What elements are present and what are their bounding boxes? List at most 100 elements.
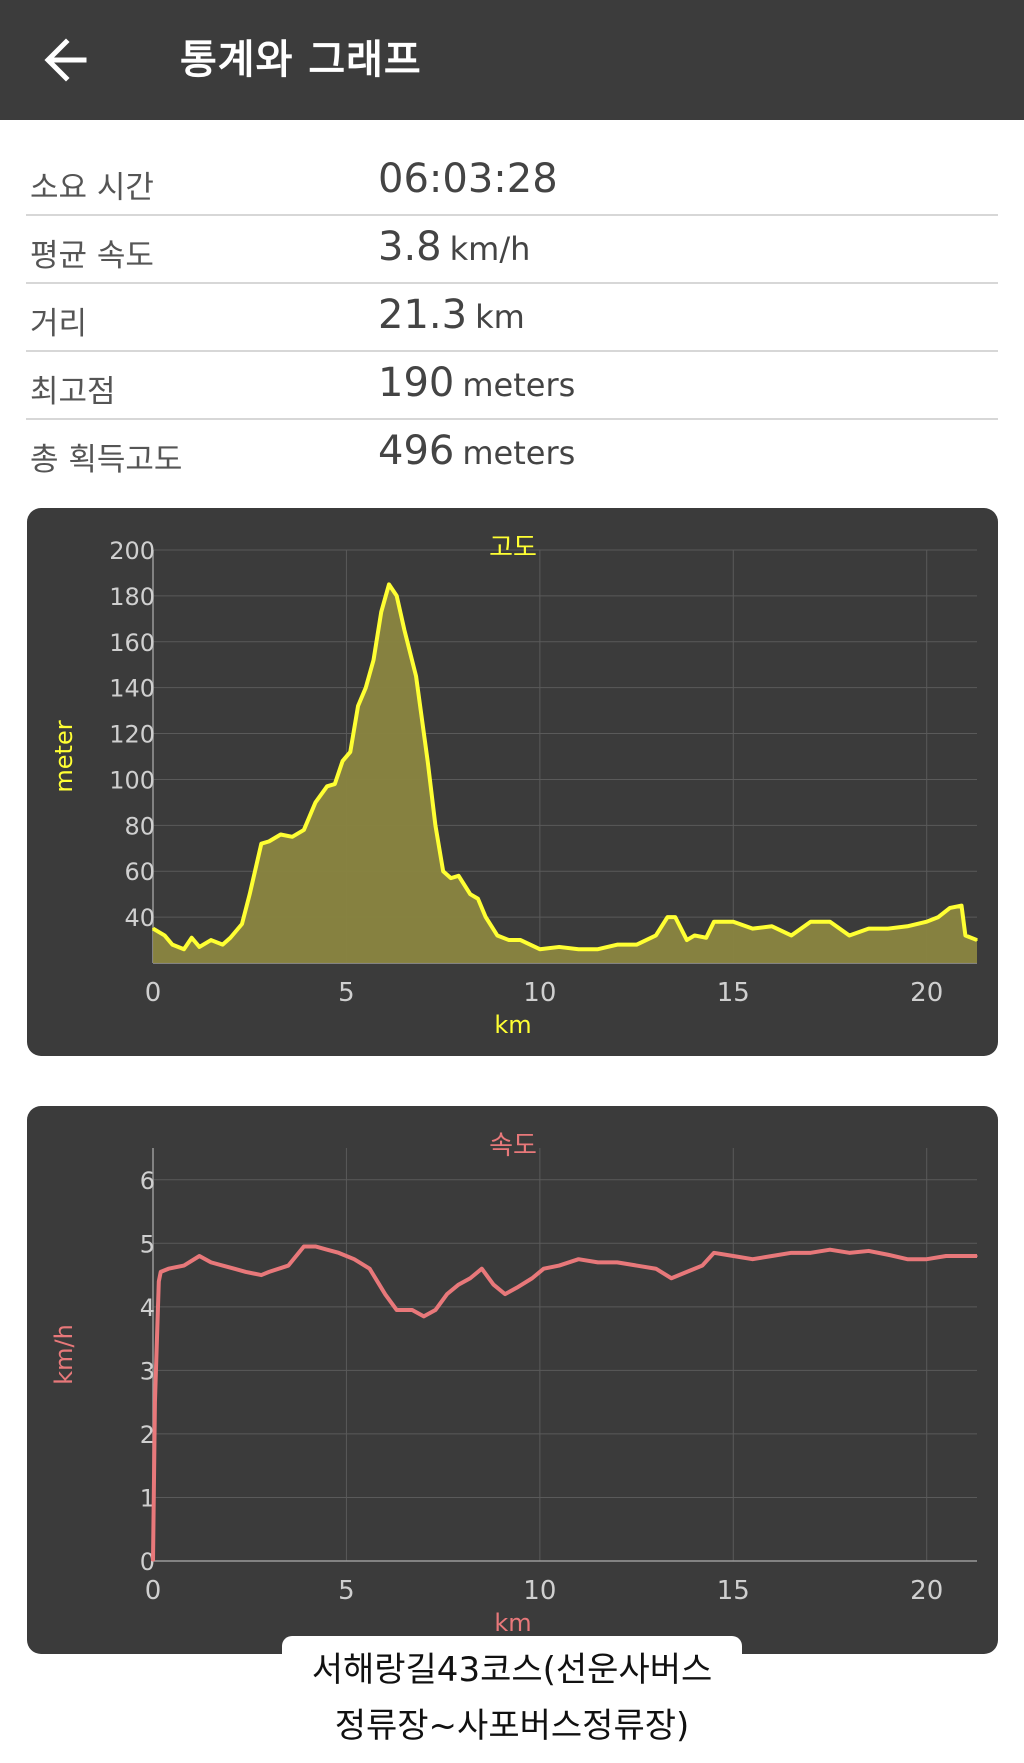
data-point xyxy=(809,920,812,923)
data-point xyxy=(542,1267,545,1270)
data-point xyxy=(233,1267,236,1270)
stat-label: 총 획득고도 xyxy=(30,442,183,478)
data-point xyxy=(291,836,294,838)
data-point xyxy=(415,675,417,677)
x-axis-label: km xyxy=(494,1011,531,1039)
data-point xyxy=(481,1267,483,1270)
elevation-chart: 0 5 10 15 20 40 60 80 100 120 140 160 180 200 고도 km mete… xyxy=(50,533,978,1039)
data-point xyxy=(477,897,479,900)
data-point xyxy=(210,1261,212,1264)
data-point xyxy=(446,1293,448,1295)
data-point xyxy=(403,629,406,632)
data-point xyxy=(198,946,201,948)
data-point xyxy=(260,842,263,845)
data-point xyxy=(303,1245,305,1248)
data-point xyxy=(597,1261,599,1264)
data-point xyxy=(260,1274,263,1276)
data-point xyxy=(484,916,487,918)
speed-chart-card[interactable]: 0 5 10 15 20 0 1 2 3 4 5 6 속도 km km/h xyxy=(27,1106,998,1654)
y-axis-label: meter xyxy=(50,720,78,792)
stat-unit: meters xyxy=(462,434,576,472)
y-tick-label: 6 xyxy=(140,1167,155,1195)
elevation-chart-card[interactable]: 0 5 10 15 20 40 60 80 100 120 140 160 180 200 고도 km mete… xyxy=(27,508,998,1056)
y-tick-label: 80 xyxy=(124,812,155,840)
data-point xyxy=(314,801,317,804)
page-title: 통계와 그래프 xyxy=(180,37,422,83)
x-tick-label: 0 xyxy=(145,1576,162,1606)
data-point xyxy=(848,934,851,937)
data-point xyxy=(655,1267,657,1270)
data-point xyxy=(158,1280,160,1283)
data-point xyxy=(384,1293,386,1295)
data-point xyxy=(577,948,580,951)
data-point xyxy=(450,877,452,879)
stat-number: 06:03:28 xyxy=(378,156,558,202)
data-point xyxy=(635,1264,638,1267)
data-point xyxy=(380,611,383,613)
data-point xyxy=(372,659,375,661)
data-point xyxy=(705,936,708,939)
data-point xyxy=(751,1258,754,1260)
stat-value: 06:03:28 xyxy=(378,156,558,202)
data-point xyxy=(353,1258,355,1260)
speed-line xyxy=(151,1244,977,1562)
data-point xyxy=(558,1264,560,1267)
data-point xyxy=(326,785,328,788)
data-point xyxy=(221,943,224,946)
x-tick-label: 15 xyxy=(717,978,750,1008)
data-point xyxy=(314,1245,317,1248)
data-point xyxy=(152,1560,154,1562)
data-point xyxy=(790,1252,793,1254)
stat-unit: km/h xyxy=(449,230,531,268)
data-point xyxy=(279,833,282,836)
data-point xyxy=(248,893,251,895)
back-button[interactable] xyxy=(38,30,98,90)
data-point xyxy=(751,927,754,930)
route-caption-line: 서해랑길43코스(선운사버스 xyxy=(311,1650,713,1690)
data-point xyxy=(829,1248,831,1251)
data-point xyxy=(887,927,889,930)
stat-number: 190 xyxy=(378,360,455,406)
y-tick-label: 1 xyxy=(140,1484,155,1512)
data-point xyxy=(457,875,460,877)
data-point xyxy=(519,939,522,941)
data-point xyxy=(686,1271,688,1273)
stat-value: 21.3 km xyxy=(378,292,525,338)
y-tick-label: 160 xyxy=(109,629,155,657)
data-point xyxy=(434,1309,437,1311)
y-tick-label: 60 xyxy=(124,858,155,886)
data-point xyxy=(442,870,444,873)
data-point xyxy=(183,1264,185,1267)
data-point xyxy=(701,1264,704,1267)
data-point xyxy=(504,1293,506,1295)
data-point xyxy=(515,1286,518,1289)
data-point xyxy=(713,1252,715,1254)
data-point xyxy=(531,1277,533,1280)
data-point xyxy=(508,939,510,941)
data-point xyxy=(809,1252,812,1254)
data-point xyxy=(635,943,638,946)
y-tick-label: 140 xyxy=(109,675,155,703)
data-point xyxy=(713,920,715,923)
x-tick-label: 10 xyxy=(523,1576,556,1606)
data-point xyxy=(492,1283,495,1286)
data-point xyxy=(976,1255,978,1257)
data-point xyxy=(732,920,735,923)
data-point xyxy=(558,946,560,948)
y-tick-label: 2 xyxy=(140,1421,155,1449)
route-caption: 서해랑길43코스(선운사버스 정류장~사포버스정류장) xyxy=(282,1636,742,1763)
x-tick-label: 0 xyxy=(145,978,162,1008)
stat-value: 190 meters xyxy=(378,360,575,406)
data-point xyxy=(867,927,870,930)
data-point xyxy=(334,783,336,785)
y-tick-label: 180 xyxy=(109,583,155,611)
data-point xyxy=(163,934,166,937)
stat-number: 21.3 xyxy=(378,292,468,338)
data-point xyxy=(303,829,305,831)
data-point xyxy=(616,943,619,946)
data-point xyxy=(964,1255,967,1257)
data-point xyxy=(848,1252,851,1254)
app-bar: 통계와 그래프 xyxy=(0,0,1024,120)
stat-number: 3.8 xyxy=(378,224,442,270)
